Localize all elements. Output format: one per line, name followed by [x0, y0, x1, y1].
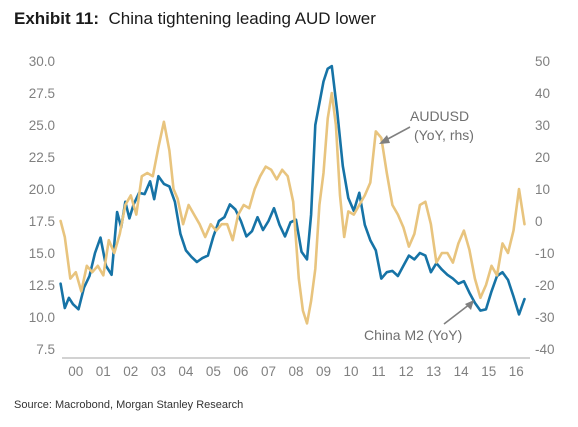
y-left-tick-label: 30.0: [29, 54, 55, 69]
x-tick-label: 04: [178, 364, 194, 379]
y-left-tick-label: 22.5: [29, 150, 55, 165]
y-left-tick-label: 17.5: [29, 214, 55, 229]
x-tick-label: 00: [68, 364, 83, 379]
x-tick-label: 05: [206, 364, 221, 379]
x-tick-label: 08: [288, 364, 303, 379]
x-tick-label: 15: [481, 364, 496, 379]
x-tick-label: 14: [454, 364, 470, 379]
audusd-annotation-line1: AUDUSD: [410, 108, 469, 124]
x-tick-label: 16: [509, 364, 524, 379]
y-right-tick-label: -40: [535, 342, 555, 357]
y-right-tick-label: 20: [535, 150, 550, 165]
x-tick-label: 10: [344, 364, 359, 379]
x-tick-label: 12: [399, 364, 414, 379]
chart-annotations: AUDUSD (YoY, rhs) China M2 (YoY): [364, 108, 474, 343]
y-right-tick-label: 10: [535, 182, 550, 197]
y-left-tick-label: 27.5: [29, 86, 55, 101]
y-left-tick-label: 10.0: [29, 310, 55, 325]
y-left-tick-label: 15.0: [29, 246, 55, 261]
source-note: Source: Macrobond, Morgan Stanley Resear…: [14, 399, 244, 411]
x-tick-label: 11: [372, 364, 386, 379]
x-tick-label: 06: [233, 364, 248, 379]
china-m2-series-line: [59, 64, 526, 316]
x-tick-label: 07: [261, 364, 276, 379]
y-right-tick-label: 40: [535, 86, 550, 101]
y-right-tick-label: -10: [535, 246, 555, 261]
y-left-tick-label: 25.0: [29, 118, 55, 133]
y-right-tick-label: 0: [535, 214, 543, 229]
y-left-tick-label: 7.5: [36, 342, 55, 357]
chart-title-text: China tightening leading AUD lower: [108, 9, 376, 28]
china-m2-arrow-head: [465, 300, 474, 310]
china-m2-annotation: China M2 (YoY): [364, 327, 462, 343]
y-right-tick-label: -30: [535, 310, 555, 325]
chart-axes: 7.5 10.0 12.5 15.0 17.5 20.0 22.5 25.0 27.5 30.0 -…: [29, 54, 555, 379]
audusd-series-line: [59, 91, 526, 325]
y-right-tick-label: 30: [535, 118, 550, 133]
x-tick-label: 13: [426, 364, 441, 379]
china-m2-arrow: [443, 303, 471, 325]
y-right-tick-label: 50: [535, 54, 550, 69]
y-left-tick-label: 20.0: [29, 182, 55, 197]
exhibit-label: Exhibit 11:: [14, 9, 100, 28]
x-tick-label: 09: [316, 364, 331, 379]
y-right-tick-label: -20: [535, 278, 555, 293]
x-tick-label: 01: [96, 364, 111, 379]
x-tick-label: 03: [151, 364, 166, 379]
audusd-arrow-head: [379, 135, 390, 144]
chart-title: Exhibit 11: China tightening leading AUD…: [14, 9, 376, 29]
audusd-annotation-line2: (YoY, rhs): [414, 127, 474, 143]
x-tick-label: 02: [123, 364, 138, 379]
y-left-tick-label: 12.5: [29, 278, 55, 293]
chart-series: [59, 64, 526, 325]
